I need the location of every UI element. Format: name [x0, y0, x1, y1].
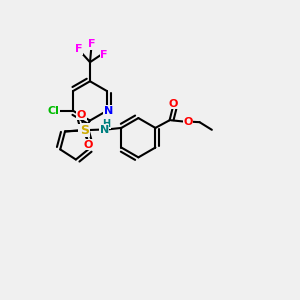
Text: O: O — [83, 140, 93, 150]
Text: H: H — [102, 118, 110, 128]
Text: F: F — [74, 44, 82, 54]
Text: S: S — [80, 124, 89, 136]
Text: F: F — [88, 40, 95, 50]
Text: Cl: Cl — [47, 106, 59, 116]
Text: N: N — [100, 124, 109, 134]
Text: O: O — [183, 117, 193, 127]
Text: O: O — [77, 110, 86, 119]
Text: F: F — [100, 50, 108, 59]
Text: N: N — [104, 106, 113, 116]
Text: N: N — [79, 124, 88, 134]
Text: O: O — [168, 99, 178, 109]
